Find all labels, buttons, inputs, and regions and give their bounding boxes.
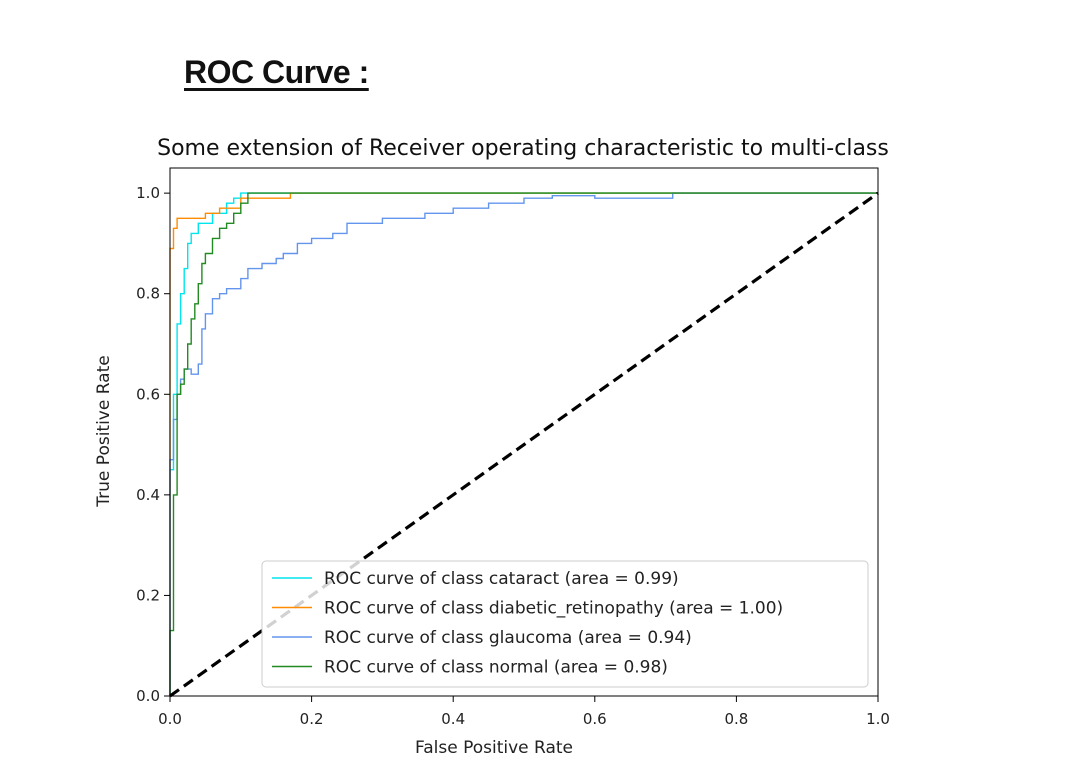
legend: ROC curve of class cataract (area = 0.99… xyxy=(261,560,869,688)
y-tick-label: 1.0 xyxy=(136,184,160,202)
plot-frame xyxy=(169,167,879,697)
x-axis-title: False Positive Rate xyxy=(415,738,573,758)
plot-area xyxy=(169,191,879,698)
y-tick-label: 0.2 xyxy=(136,586,160,604)
axes: 0.0 0.2 0.4 0.6 0.8 1.0 0.0 0.2 0.4 0.6 0.8 1.0 xyxy=(136,167,890,728)
x-tick-label: 0.2 xyxy=(300,710,324,728)
x-tick-label: 0.6 xyxy=(583,710,607,728)
y-tick-label: 0.4 xyxy=(136,486,160,504)
x-tick-label: 0.0 xyxy=(158,710,182,728)
y-tick-label: 0.6 xyxy=(136,385,160,403)
roc-series-3 xyxy=(169,192,878,696)
legend-label: ROC curve of class diabetic_retinopathy … xyxy=(324,599,783,619)
page-heading: ROC Curve : xyxy=(184,54,369,90)
y-axis-title: True Positive Rate xyxy=(94,355,114,507)
legend-box xyxy=(261,560,869,688)
y-tick-label: 0.0 xyxy=(136,687,160,705)
legend-label: ROC curve of class cataract (area = 0.99… xyxy=(324,569,679,589)
x-tick-label: 1.0 xyxy=(866,710,890,728)
legend-label: ROC curve of class glaucoma (area = 0.94… xyxy=(324,628,692,648)
roc-series-1 xyxy=(169,192,878,696)
chart-title: Some extension of Receiver operating cha… xyxy=(157,136,889,161)
roc-series-2 xyxy=(169,192,878,696)
x-tick-label: 0.4 xyxy=(441,710,465,728)
y-tick-label: 0.8 xyxy=(136,285,160,303)
x-tick-label: 0.8 xyxy=(724,710,748,728)
legend-label: ROC curve of class normal (area = 0.98) xyxy=(324,658,668,678)
